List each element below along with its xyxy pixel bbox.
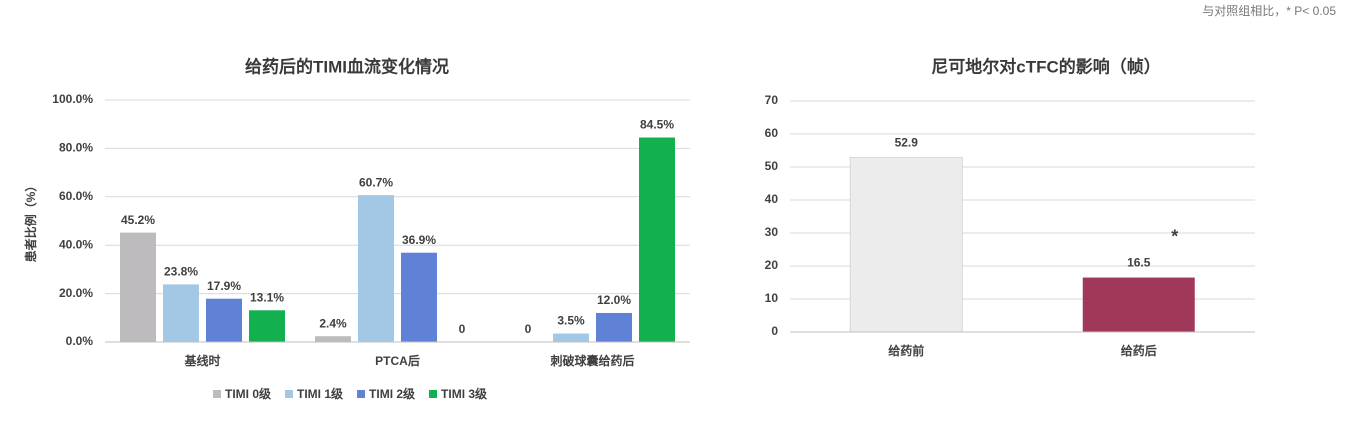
y-tick-label: 60 [765, 126, 779, 140]
y-tick-label: 20 [765, 258, 779, 272]
value-label: 12.0% [597, 293, 631, 307]
x-tick-label: 刺破球囊给药后 [549, 353, 634, 368]
x-tick-label: 基线时 [183, 353, 220, 368]
legend-label: TIMI 3级 [441, 386, 487, 401]
legend-swatch [357, 390, 366, 398]
y-axis-label: 患者比例（%） [23, 180, 38, 263]
bar [120, 232, 156, 342]
bar [315, 336, 351, 342]
significance-mark: * [1171, 226, 1178, 246]
y-tick-label: 60.0% [59, 189, 93, 203]
value-label: 2.4% [319, 316, 347, 330]
bar [553, 333, 589, 342]
value-label: 13.1% [250, 290, 284, 304]
value-label: 0 [459, 322, 466, 336]
y-tick-label: 80.0% [59, 141, 93, 155]
bar [163, 284, 199, 342]
y-tick-label: 20.0% [59, 286, 93, 300]
value-label: 84.5% [640, 118, 674, 132]
bar [639, 137, 675, 342]
x-tick-label: PTCA后 [375, 353, 420, 368]
legend-swatch [429, 390, 438, 398]
legend-swatch [213, 390, 221, 398]
y-tick-label: 50 [765, 159, 779, 173]
legend-label: TIMI 0级 [225, 386, 271, 401]
bar [1082, 277, 1195, 332]
legend-label: TIMI 1级 [297, 386, 343, 401]
bar [358, 195, 394, 342]
value-label: 36.9% [402, 233, 436, 247]
value-label: 52.9 [895, 136, 919, 150]
x-tick-label: 给药后 [1121, 343, 1157, 358]
y-tick-label: 30 [765, 225, 779, 239]
bar [249, 310, 285, 342]
value-label: 45.2% [121, 213, 155, 227]
bar [401, 252, 437, 342]
y-tick-label: 10 [765, 291, 779, 305]
y-tick-label: 0.0% [66, 334, 94, 348]
y-tick-label: 70 [765, 93, 779, 107]
y-tick-label: 0 [771, 324, 778, 338]
y-tick-label: 40 [765, 192, 779, 206]
chart-title: 尼可地尔对cTFC的影响（帧） [931, 56, 1161, 76]
value-label: 16.5 [1127, 256, 1151, 270]
x-tick-label: 给药前 [888, 343, 924, 358]
legend-label: TIMI 2级 [369, 386, 415, 401]
value-label: 23.8% [164, 265, 198, 279]
value-label: 17.9% [207, 279, 241, 293]
y-tick-label: 100.0% [52, 92, 93, 106]
chart-title: 给药后的TIMI血流变化情况 [245, 56, 449, 76]
y-tick-label: 40.0% [59, 237, 93, 251]
value-label: 3.5% [557, 314, 585, 328]
significance-note: 与对照组相比，* P< 0.05 [1202, 4, 1336, 18]
bar [596, 312, 632, 342]
bar [206, 298, 242, 342]
value-label: 60.7% [359, 175, 393, 189]
bar [849, 156, 963, 333]
legend-swatch [285, 390, 294, 398]
value-label: 0 [525, 322, 532, 336]
